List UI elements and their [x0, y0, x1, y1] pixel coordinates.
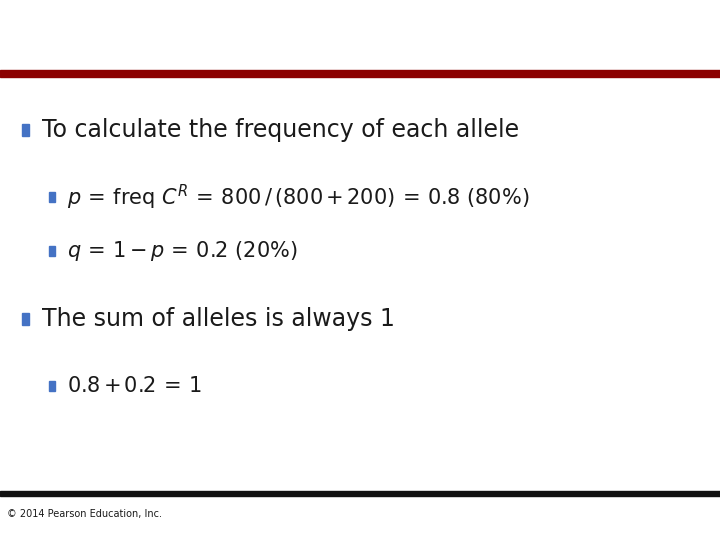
Bar: [49, 246, 55, 256]
Text: The sum of alleles is always 1: The sum of alleles is always 1: [42, 307, 395, 330]
Text: $0.8\,{+}\,0.2\,{=}\,1$: $0.8\,{+}\,0.2\,{=}\,1$: [67, 376, 202, 396]
Text: $q\,{=}\,1\,{-}\,p\,{=}\,0.2\ (20\%)$: $q\,{=}\,1\,{-}\,p\,{=}\,0.2\ (20\%)$: [67, 239, 297, 263]
Bar: [22, 124, 29, 136]
Bar: [49, 381, 55, 391]
Bar: [49, 192, 55, 202]
Bar: [22, 313, 29, 325]
Bar: [0, 70, 720, 77]
Text: To calculate the frequency of each allele: To calculate the frequency of each allel…: [42, 118, 519, 141]
Text: © 2014 Pearson Education, Inc.: © 2014 Pearson Education, Inc.: [7, 509, 162, 519]
Bar: [0, 491, 720, 496]
Text: $p\,{=}\,\mathrm{freq}\ \mathit{C}^{R}\,{=}\,800\,/\,(800\,{+}\,200)\,{=}\,0.8\ : $p\,{=}\,\mathrm{freq}\ \mathit{C}^{R}\,…: [67, 183, 529, 212]
